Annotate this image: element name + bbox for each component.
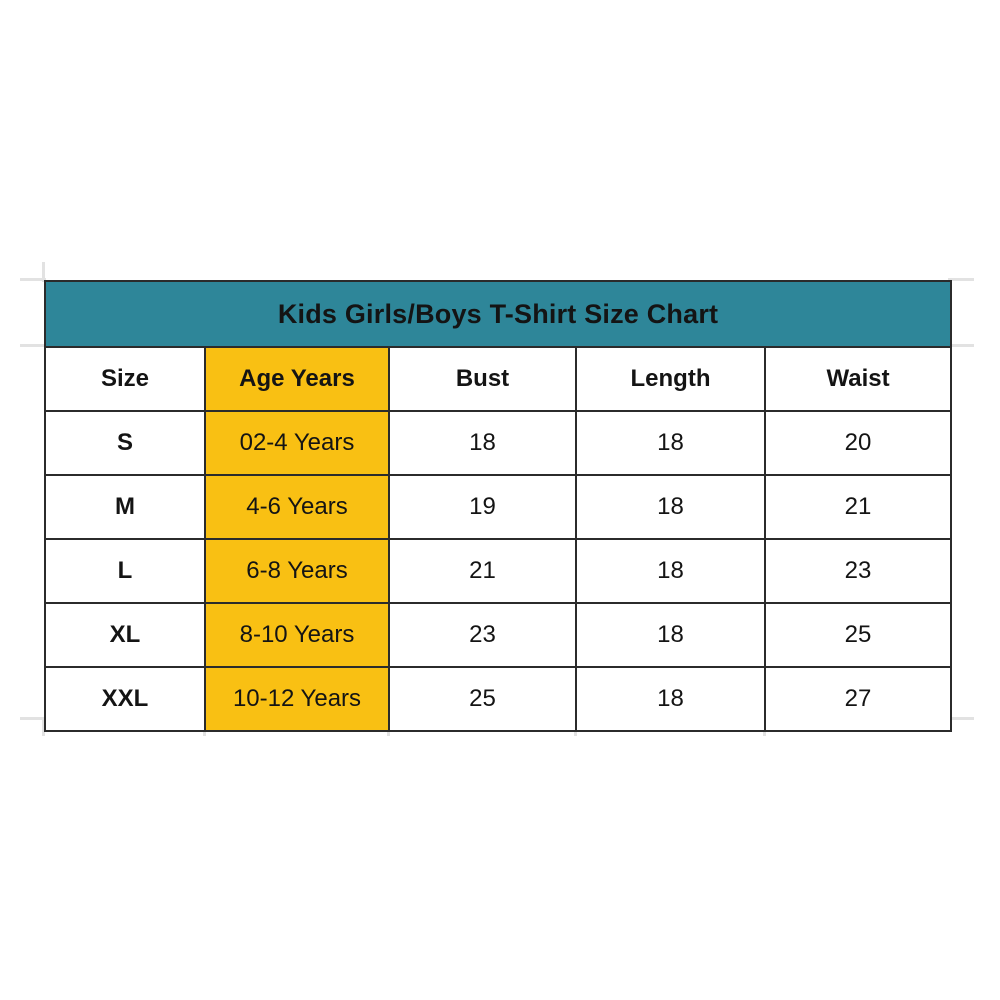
gridline-stub-bottom-left-vertical	[42, 718, 45, 736]
gridline-stub-top-left-vertical	[42, 262, 45, 282]
table-header-row: Size Age Years Bust Length Waist	[44, 346, 953, 412]
cell-bust: 25	[388, 666, 577, 732]
table-title-row: Kids Girls/Boys T-Shirt Size Chart	[43, 280, 953, 348]
size-chart-container: Kids Girls/Boys T-Shirt Size Chart Size …	[43, 280, 953, 732]
table-row: M 4-6 Years 19 18 21	[44, 474, 953, 540]
cell-age-years: 8-10 Years	[204, 602, 390, 668]
table-row: S 02-4 Years 18 18 20	[44, 410, 953, 476]
column-header-size: Size	[44, 346, 206, 412]
table-row: XXL 10-12 Years 25 18 27	[44, 666, 953, 732]
table-row: XL 8-10 Years 23 18 25	[44, 602, 953, 668]
cell-bust: 18	[388, 410, 577, 476]
cell-length: 18	[575, 666, 766, 732]
cell-length: 18	[575, 538, 766, 604]
column-header-length: Length	[575, 346, 766, 412]
cell-length: 18	[575, 410, 766, 476]
cell-bust: 21	[388, 538, 577, 604]
gridline-stub-header-right	[948, 344, 974, 347]
cell-age-years: 10-12 Years	[204, 666, 390, 732]
size-chart-table: Kids Girls/Boys T-Shirt Size Chart Size …	[43, 280, 953, 732]
cell-bust: 19	[388, 474, 577, 540]
column-header-age-years: Age Years	[204, 346, 390, 412]
cell-size: XXL	[44, 666, 206, 732]
gridline-stub-header-left	[20, 344, 46, 347]
cell-waist: 23	[763, 538, 953, 604]
cell-waist: 21	[763, 474, 953, 540]
cell-size: S	[44, 410, 206, 476]
table-row: L 6-8 Years 21 18 23	[44, 538, 953, 604]
cell-bust: 23	[388, 602, 577, 668]
cell-size: XL	[44, 602, 206, 668]
cell-size: M	[44, 474, 206, 540]
column-header-waist: Waist	[763, 346, 953, 412]
gridline-stub-bottom-right	[948, 717, 974, 720]
cell-length: 18	[575, 602, 766, 668]
chart-title: Kids Girls/Boys T-Shirt Size Chart	[43, 280, 953, 348]
cell-age-years: 02-4 Years	[204, 410, 390, 476]
cell-waist: 27	[763, 666, 953, 732]
cell-size: L	[44, 538, 206, 604]
column-header-bust: Bust	[388, 346, 577, 412]
cell-waist: 25	[763, 602, 953, 668]
cell-waist: 20	[763, 410, 953, 476]
gridline-stub-top-left-horizontal	[20, 278, 46, 281]
gridline-stub-bottom-left	[20, 717, 46, 720]
cell-age-years: 4-6 Years	[204, 474, 390, 540]
cell-age-years: 6-8 Years	[204, 538, 390, 604]
gridline-stub-top-right-horizontal	[948, 278, 974, 281]
cell-length: 18	[575, 474, 766, 540]
table-body: S 02-4 Years 18 18 20 M 4-6 Years 19 18 …	[44, 410, 953, 732]
